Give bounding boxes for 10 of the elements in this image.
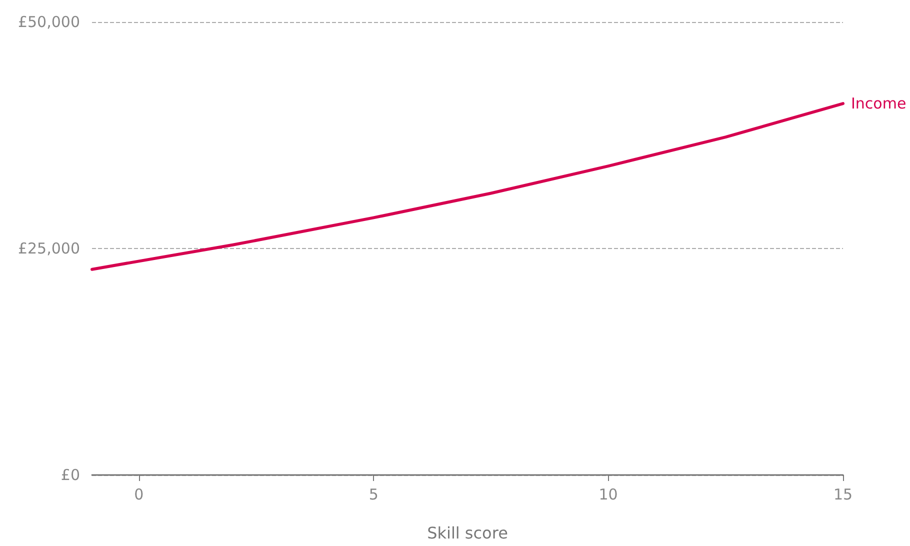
y-tick-label: £25,000 <box>18 240 80 258</box>
line-series <box>90 102 844 271</box>
x-tick-label: 15 <box>833 486 853 504</box>
series-label: Income <box>851 94 906 113</box>
x-tick-label: 0 <box>134 486 144 504</box>
y-tick-label: £50,000 <box>18 13 80 31</box>
x-axis-title: Skill score <box>427 524 508 542</box>
y-tick-label: £0 <box>60 466 80 484</box>
x-tick-label: 10 <box>598 486 618 504</box>
x-tick-label: 5 <box>368 486 378 504</box>
